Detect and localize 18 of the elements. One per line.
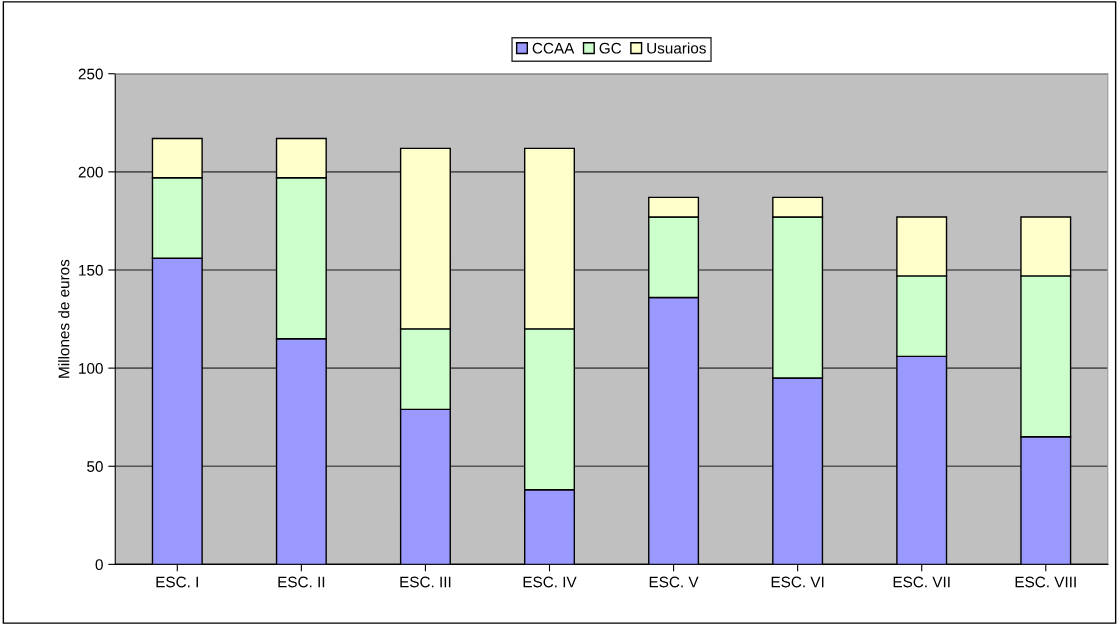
legend-label: GC — [599, 42, 622, 54]
y-tick-label: 0 — [95, 559, 103, 571]
x-tick-label: ESC. VI — [771, 576, 824, 588]
x-tick-label: ESC. III — [400, 576, 451, 588]
x-tick-label: ESC. I — [156, 576, 198, 588]
y-tick-label: 250 — [78, 68, 103, 80]
x-tick-label: ESC. II — [278, 576, 325, 588]
y-tick-label: 200 — [78, 166, 103, 178]
x-tick-label: ESC. VII — [893, 576, 950, 588]
y-axis-title: Millones de euros — [58, 259, 70, 378]
x-tick-label: ESC. V — [649, 576, 699, 588]
legend-label: Usuarios — [647, 42, 706, 54]
y-tick-label: 100 — [79, 362, 103, 374]
x-tick-label: ESC. IV — [523, 576, 577, 588]
y-tick-label: 50 — [87, 461, 103, 472]
legend-label: CCAA — [532, 42, 575, 54]
x-tick-label: ESC. VIII — [1015, 576, 1076, 588]
y-tick-label: 150 — [79, 264, 103, 276]
